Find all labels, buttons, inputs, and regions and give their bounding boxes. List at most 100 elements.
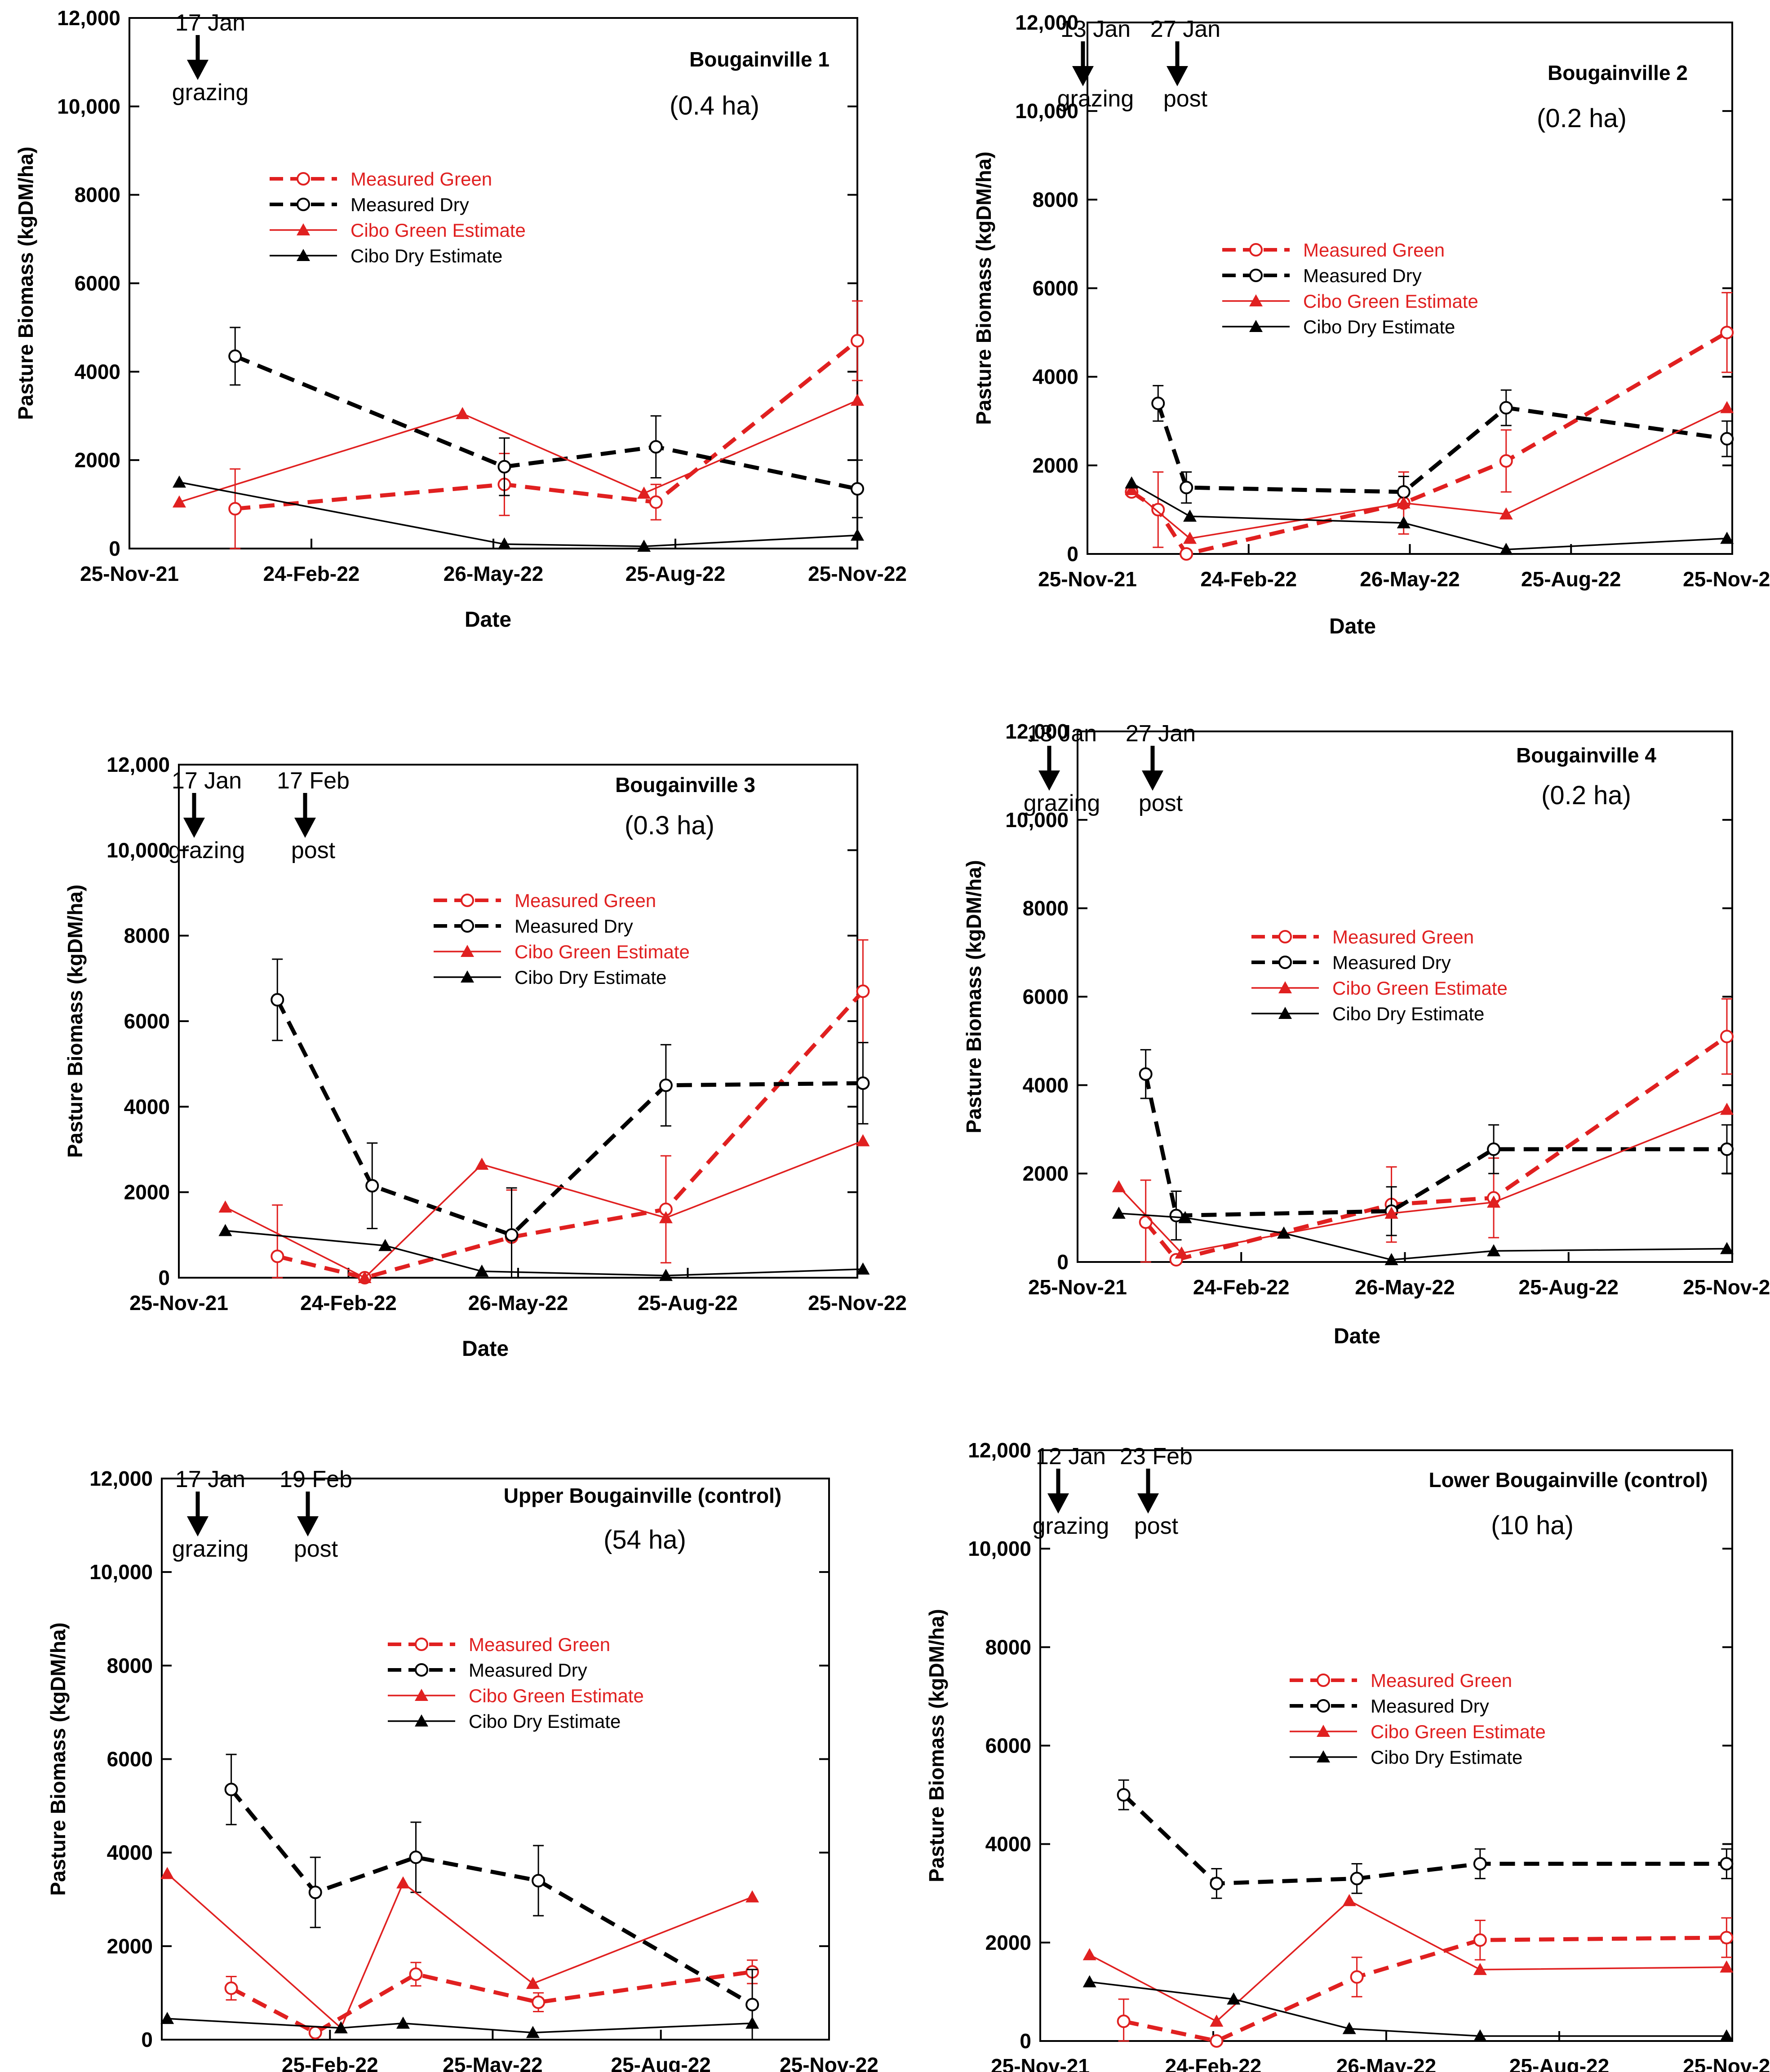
series-line xyxy=(1118,1212,1727,1261)
data-point xyxy=(1139,1067,1153,1081)
legend-marker xyxy=(415,1638,428,1651)
legend-marker xyxy=(415,1663,428,1677)
chart-panel-6: 0 2000 4000 6000 8000 10,000 12,000 25-Nov-21 24… xyxy=(925,1439,1770,2072)
y-tick-label: 4000 xyxy=(75,360,120,383)
data-point xyxy=(745,2016,759,2029)
legend-label: Measured Dry xyxy=(350,194,469,215)
data-point xyxy=(358,1271,372,1283)
legend-marker xyxy=(1317,1674,1330,1687)
data-point xyxy=(856,1262,870,1275)
legend-label: Measured Green xyxy=(469,1634,610,1655)
event-type-label: post xyxy=(1139,790,1183,816)
y-tick-label: 4000 xyxy=(1023,1073,1069,1097)
event-date-label: 27 Jan xyxy=(1150,16,1220,42)
x-axis-label: Date xyxy=(462,1337,509,1361)
y-tick-label: 2000 xyxy=(985,1931,1031,1954)
series-cibo-green-estimate xyxy=(1125,401,1734,544)
y-tick-label: 6000 xyxy=(107,1748,153,1771)
data-point xyxy=(160,1867,174,1879)
y-tick-label: 6000 xyxy=(985,1734,1031,1758)
event-arrow-head xyxy=(1072,66,1094,86)
data-point xyxy=(1397,496,1411,509)
y-tick-label: 10,000 xyxy=(1005,808,1069,832)
event-arrow-head xyxy=(1167,66,1188,86)
data-point xyxy=(456,407,470,419)
y-tick-label: 4000 xyxy=(107,1841,153,1864)
y-tick-label: 12,000 xyxy=(1005,720,1069,743)
data-point xyxy=(1183,509,1197,522)
data-point xyxy=(1720,1030,1734,1044)
data-point xyxy=(1277,1226,1291,1239)
y-tick-label: 2000 xyxy=(1033,454,1078,477)
legend: Measured Green Measured Dry Cibo Green Est… xyxy=(270,168,526,266)
x-tick-label: 25-Nov-21 xyxy=(1038,567,1137,591)
x-axis-label: Date xyxy=(1334,1324,1380,1348)
paddock-area: (0.2 ha) xyxy=(1537,104,1627,133)
series-cibo-green-estimate xyxy=(1112,1102,1734,1259)
data-point xyxy=(1473,1857,1487,1871)
legend-marker xyxy=(1249,320,1263,332)
data-point xyxy=(334,2021,348,2033)
x-tick-label: 26-May-22 xyxy=(1355,1275,1455,1299)
data-point xyxy=(526,1977,540,1989)
data-point xyxy=(1499,454,1513,468)
y-tick-label: 4000 xyxy=(1033,365,1078,389)
data-point xyxy=(1210,2034,1224,2048)
event-date-label: 13 Jan xyxy=(1060,16,1131,42)
data-point xyxy=(659,1078,673,1092)
data-point xyxy=(475,1264,489,1277)
data-point xyxy=(1720,432,1734,446)
legend-marker xyxy=(1317,1750,1330,1762)
legend-label: Cibo Dry Estimate xyxy=(1332,1003,1484,1024)
y-axis-label: Pasture Biomass (kgDM/ha) xyxy=(925,1609,948,1882)
data-point xyxy=(851,528,864,541)
series-line xyxy=(167,1873,753,2029)
y-tick-label: 0 xyxy=(1067,542,1078,566)
data-point xyxy=(1499,507,1513,520)
series-measured-dry xyxy=(271,958,870,1279)
data-point xyxy=(271,1249,284,1263)
event-arrow-head xyxy=(187,1516,208,1536)
x-tick-label: 25-Aug-22 xyxy=(1519,1275,1619,1299)
y-tick-label: 12,000 xyxy=(89,1467,153,1490)
x-tick-label: 26-May-22 xyxy=(1336,2054,1436,2072)
series-cibo-green-estimate xyxy=(1082,1894,1734,2027)
y-tick-label: 12,000 xyxy=(1015,11,1078,34)
data-point xyxy=(497,460,511,474)
legend-marker xyxy=(297,172,310,186)
data-point xyxy=(1499,401,1513,415)
legend-marker xyxy=(297,198,310,211)
series-line xyxy=(230,1970,753,2035)
event-date-label: 19 Feb xyxy=(279,1466,352,1492)
legend-marker xyxy=(1278,956,1292,969)
legend-label: Measured Green xyxy=(1371,1670,1512,1691)
data-point xyxy=(218,1200,232,1213)
x-axis-label: Date xyxy=(465,608,511,632)
legend: Measured Green Measured Dry Cibo Green Est… xyxy=(1290,1670,1546,1768)
legend-label: Cibo Green Estimate xyxy=(1303,291,1478,312)
y-tick-label: 6000 xyxy=(124,1009,170,1033)
legend-label: Measured Green xyxy=(1303,239,1445,261)
data-point xyxy=(308,2026,322,2040)
x-tick-label: 25-Nov-22 xyxy=(780,2053,878,2072)
data-point xyxy=(1720,326,1734,340)
y-tick-label: 10,000 xyxy=(57,95,120,118)
data-point xyxy=(218,1224,232,1236)
series-measured-green xyxy=(1117,1917,1734,2048)
data-point xyxy=(1720,1857,1734,1871)
data-point xyxy=(1139,1215,1153,1229)
data-point xyxy=(637,486,651,499)
event-type-label: grazing xyxy=(169,837,245,863)
legend-label: Measured Dry xyxy=(1332,952,1451,973)
event-type-label: post xyxy=(1163,86,1208,112)
legend-marker xyxy=(1249,294,1263,306)
data-point xyxy=(396,1876,410,1889)
x-tick-label: 25-Aug-22 xyxy=(638,1291,737,1315)
y-tick-label: 2000 xyxy=(75,448,120,472)
x-tick-label: 25-Aug-22 xyxy=(1509,2054,1609,2072)
data-point xyxy=(1117,2014,1131,2028)
series-measured-dry xyxy=(228,327,864,518)
data-point xyxy=(856,1134,870,1147)
chart-title: Lower Bougainville (control) xyxy=(1428,1468,1708,1492)
